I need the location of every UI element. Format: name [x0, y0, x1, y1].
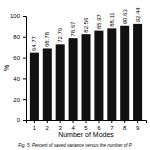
bar — [43, 48, 52, 120]
y-axis-title: % — [3, 65, 10, 71]
x-tick: 2 — [46, 120, 50, 131]
x-tick-mark — [47, 120, 48, 123]
y-tick-label: 20 — [13, 97, 20, 103]
bar — [56, 44, 65, 120]
y-tick-label: 80 — [13, 34, 20, 40]
x-tick-label: 8 — [123, 125, 127, 131]
data-label: 78.67 — [70, 21, 76, 37]
x-tick-mark — [60, 120, 61, 123]
y-tick-mark — [23, 120, 26, 121]
y-tick-label: 40 — [13, 76, 20, 82]
data-label: 92.44 — [135, 7, 141, 23]
x-tick: 3 — [59, 120, 63, 131]
y-axis: 0 20 40 60 80 100 — [10, 13, 27, 123]
bar — [81, 34, 90, 120]
y-tick-label: 100 — [10, 13, 21, 19]
x-tick-label: 1 — [33, 125, 37, 131]
x-tick: 6 — [97, 120, 101, 131]
data-label: 82.56 — [83, 17, 89, 33]
bar — [107, 28, 116, 120]
x-tick: 8 — [123, 120, 127, 131]
x-tick: 7 — [110, 120, 114, 131]
data-label: 64.77 — [31, 35, 37, 51]
x-tick: 5 — [84, 120, 88, 131]
y-tick-mark — [23, 37, 26, 38]
x-axis-line — [27, 121, 147, 124]
x-tick-mark — [98, 120, 99, 123]
y-tick: 80 — [13, 34, 26, 40]
y-tick: 0 — [17, 117, 26, 123]
bar — [133, 24, 142, 120]
x-tick-label: 9 — [136, 125, 140, 131]
y-tick-mark — [23, 99, 26, 100]
data-label: 88.11 — [109, 12, 115, 27]
y-tick: 60 — [13, 55, 26, 61]
x-tick-label: 2 — [46, 125, 50, 131]
y-tick: 20 — [13, 97, 26, 103]
x-tick: 9 — [136, 120, 140, 131]
bar — [69, 38, 78, 120]
y-tick-mark — [23, 78, 26, 79]
y-axis-line — [23, 17, 27, 121]
plot: 1 2 34567 8 9 0 20 40 60 80 100 64.77 68.78 72.76 78.6… — [10, 7, 147, 132]
x-tick-mark — [34, 120, 35, 123]
y-tick-label: 0 — [17, 117, 21, 123]
chart: 1 2 34567 8 9 0 20 40 60 80 100 64.77 68.78 72.76 78.6… — [0, 0, 150, 150]
x-axis-title: Number of Modes — [58, 131, 114, 138]
data-label: 85.97 — [96, 13, 102, 29]
data-label: 90.63 — [122, 9, 128, 25]
bars — [30, 24, 142, 120]
caption: Fig. 5: Percent of saved variance versus… — [18, 143, 132, 148]
x-tick: 1 — [33, 120, 37, 131]
data-label: 68.78 — [44, 31, 50, 47]
x-tick-mark — [86, 120, 87, 123]
x-tick-mark — [124, 120, 125, 123]
y-tick-mark — [23, 58, 26, 59]
y-tick-mark — [23, 16, 26, 17]
data-label: 72.76 — [57, 27, 63, 43]
bar — [30, 53, 39, 120]
x-tick-mark — [137, 120, 138, 123]
y-tick-label: 60 — [13, 55, 20, 61]
x-axis: 1 2 34567 8 9 — [27, 120, 147, 131]
y-tick: 40 — [13, 76, 26, 82]
data-labels: 64.77 68.78 72.76 78.67 82.56 85.97 88.11 90.63… — [31, 7, 140, 51]
x-tick: 4 — [71, 120, 75, 131]
bar — [94, 31, 103, 120]
x-tick-mark — [111, 120, 112, 123]
x-tick-mark — [73, 120, 74, 123]
bar — [120, 26, 129, 120]
y-tick: 100 — [10, 13, 26, 19]
